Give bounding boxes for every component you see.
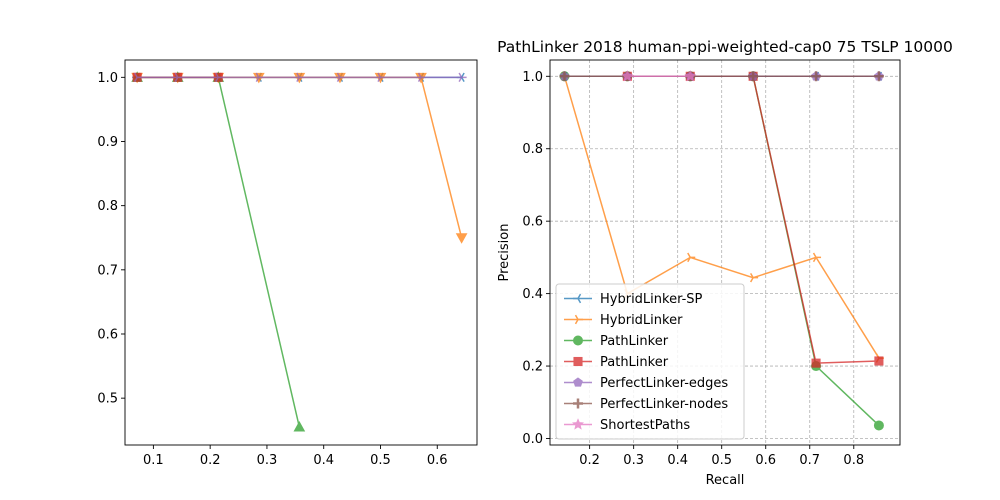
data-point [417, 72, 427, 83]
data-point [133, 72, 143, 83]
data-point [293, 421, 306, 432]
x-tick-label: 0.7 [799, 453, 820, 468]
y-tick-label: 0.6 [522, 215, 543, 230]
legend-marker [573, 356, 583, 367]
x-tick-label: 0.2 [200, 453, 221, 468]
y-axis-label: Precision [497, 223, 512, 281]
legend-entry-pathlinker: PathLinker [564, 355, 669, 370]
y-tick-label: 1.0 [97, 71, 118, 86]
y-tick-label: 0.4 [522, 287, 543, 302]
legend-box [555, 283, 745, 440]
data-point [377, 72, 386, 83]
y-tick-label: 0.0 [522, 432, 543, 447]
data-point [255, 72, 264, 83]
data-point [455, 233, 468, 244]
x-tick-label: 0.8 [843, 453, 864, 468]
y-tick-label: 0.7 [97, 263, 118, 278]
y-tick-label: 1.0 [522, 70, 543, 85]
axes-frame [549, 59, 901, 446]
x-tick-label: 0.4 [313, 453, 334, 468]
legend-label: PathLinker [600, 334, 669, 349]
data-point [874, 356, 884, 366]
legend-marker [573, 335, 583, 346]
x-tick-label: 0.6 [755, 453, 776, 468]
data-point [687, 252, 696, 263]
legend-marker [573, 377, 583, 387]
chart-panel-1: 0.1 0.2 0.3 0.4 0.5 0.6 0.5 0.6 0.7 0.8 0.9 1.0 [97, 59, 478, 468]
legend-swatch [564, 356, 592, 367]
series-line [563, 76, 880, 359]
y-tick-label: 0.8 [97, 199, 118, 214]
data-point [748, 71, 759, 82]
legend-label: HybridLinker [600, 313, 683, 328]
x-tick-label: 0.3 [623, 453, 644, 468]
legend-label: PerfectLinker-nodes [600, 397, 728, 412]
y-tick-label: 0.6 [97, 327, 118, 342]
legend-swatch [564, 377, 592, 387]
legend-swatch [564, 293, 592, 304]
legend-swatch [564, 418, 592, 430]
legend-entry-hybridlinker: HybridLinker [564, 313, 683, 328]
x-tick-label: 0.3 [257, 453, 278, 468]
x-tick-label: 0.2 [579, 453, 600, 468]
data-point [684, 69, 697, 82]
x-tick-label: 0.5 [711, 453, 732, 468]
x-tick-label: 0.4 [667, 453, 688, 468]
legend-marker [573, 398, 583, 409]
data-point [812, 252, 822, 263]
data-point [215, 72, 224, 83]
data-point [811, 358, 821, 368]
x-tick-label: 0.5 [370, 453, 391, 468]
legend-entry-pathlinker: PathLinker [564, 334, 669, 349]
legend-label: PerfectLinker-edges [600, 376, 728, 391]
y-tick-label: 0.2 [522, 360, 543, 375]
chart-title: PathLinker 2018 human-ppi-weighted-cap0 … [497, 38, 953, 56]
legend-entry-hybridlinker-sp: HybridLinker-SP [564, 292, 703, 307]
chart-panel-2: 0.2 0.3 0.4 0.5 0.6 0.7 0.8 0.0 0.2 0.4 0.6 0.8 1.0 P… [497, 38, 953, 488]
data-point [811, 71, 822, 82]
series-shortestpaths [621, 69, 697, 82]
y-tick-label: 0.9 [97, 135, 118, 150]
data-point [749, 272, 759, 283]
legend-entry-shortestpaths: ShortestPaths [564, 418, 690, 433]
axes-frame [124, 59, 478, 446]
data-point [174, 72, 183, 83]
data-point [296, 72, 305, 83]
legend-label: PathLinker [600, 355, 669, 370]
series-perfectlinker-edges [133, 72, 467, 83]
x-tick-label: 0.1 [143, 453, 164, 468]
data-point [873, 420, 884, 431]
legend-label: ShortestPaths [600, 418, 690, 433]
legend-swatch [564, 398, 592, 409]
data-point [458, 72, 467, 83]
legend-swatch [564, 314, 592, 325]
legend-entry-perfectlinker-edges: PerfectLinker-edges [564, 376, 728, 391]
data-point [621, 69, 634, 82]
x-tick-label: 0.6 [427, 453, 448, 468]
legend-entry-perfectlinker-nodes: PerfectLinker-nodes [564, 397, 728, 412]
y-tick-label: 0.5 [97, 392, 118, 407]
legend-label: HybridLinker-SP [600, 292, 703, 307]
legend-marker [573, 293, 582, 304]
x-axis-label: Recall [706, 473, 745, 488]
legend-marker [574, 314, 583, 325]
data-point [559, 71, 570, 82]
data-point [873, 71, 884, 82]
data-point [336, 72, 345, 83]
y-tick-label: 0.8 [522, 142, 543, 157]
legend: HybridLinker-SP HybridLinker PathLinker Pat… [555, 283, 745, 440]
legend-marker [572, 418, 584, 430]
legend-swatch [564, 335, 592, 346]
